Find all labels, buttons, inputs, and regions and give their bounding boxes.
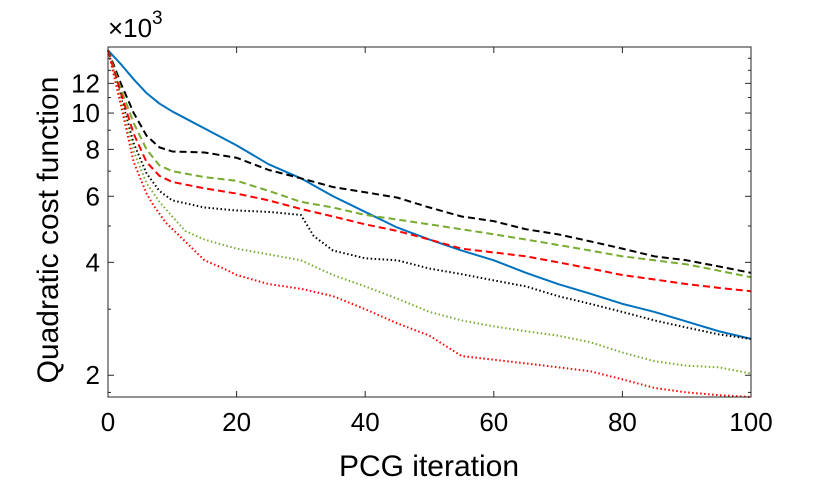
series-line-dashed-green: [107, 49, 752, 279]
y-tick-label-6: 6: [86, 181, 100, 211]
x-tick-label-0: 0: [101, 407, 115, 437]
x-tick-label-20: 20: [222, 407, 251, 437]
y-tick-label-4: 4: [86, 247, 100, 277]
y-axis-title: Quadratic cost function: [32, 77, 65, 384]
x-tick-label-80: 80: [608, 407, 637, 437]
x-axis-title: PCG iteration: [339, 450, 519, 483]
y-tick-label-2: 2: [86, 360, 100, 390]
y-multiplier: ×10 3: [108, 8, 163, 43]
plot-area-box: [107, 46, 752, 398]
series-layer: [107, 49, 752, 398]
y-multiplier-base: ×10: [108, 13, 152, 43]
x-tick-label-100: 100: [729, 407, 772, 437]
y-tick-label-10: 10: [71, 98, 100, 128]
series-line-dashed-red: [107, 50, 752, 293]
x-tick-label-40: 40: [351, 407, 380, 437]
y-tick-label-12: 12: [71, 68, 100, 98]
x-tick-label-60: 60: [479, 407, 508, 437]
y-multiplier-exponent: 3: [152, 8, 163, 29]
series-line-dotted-red: [107, 50, 752, 398]
y-tick-label-8: 8: [86, 134, 100, 164]
series-line-solid-blue: [107, 49, 752, 340]
series-line-dotted-green: [107, 50, 752, 375]
